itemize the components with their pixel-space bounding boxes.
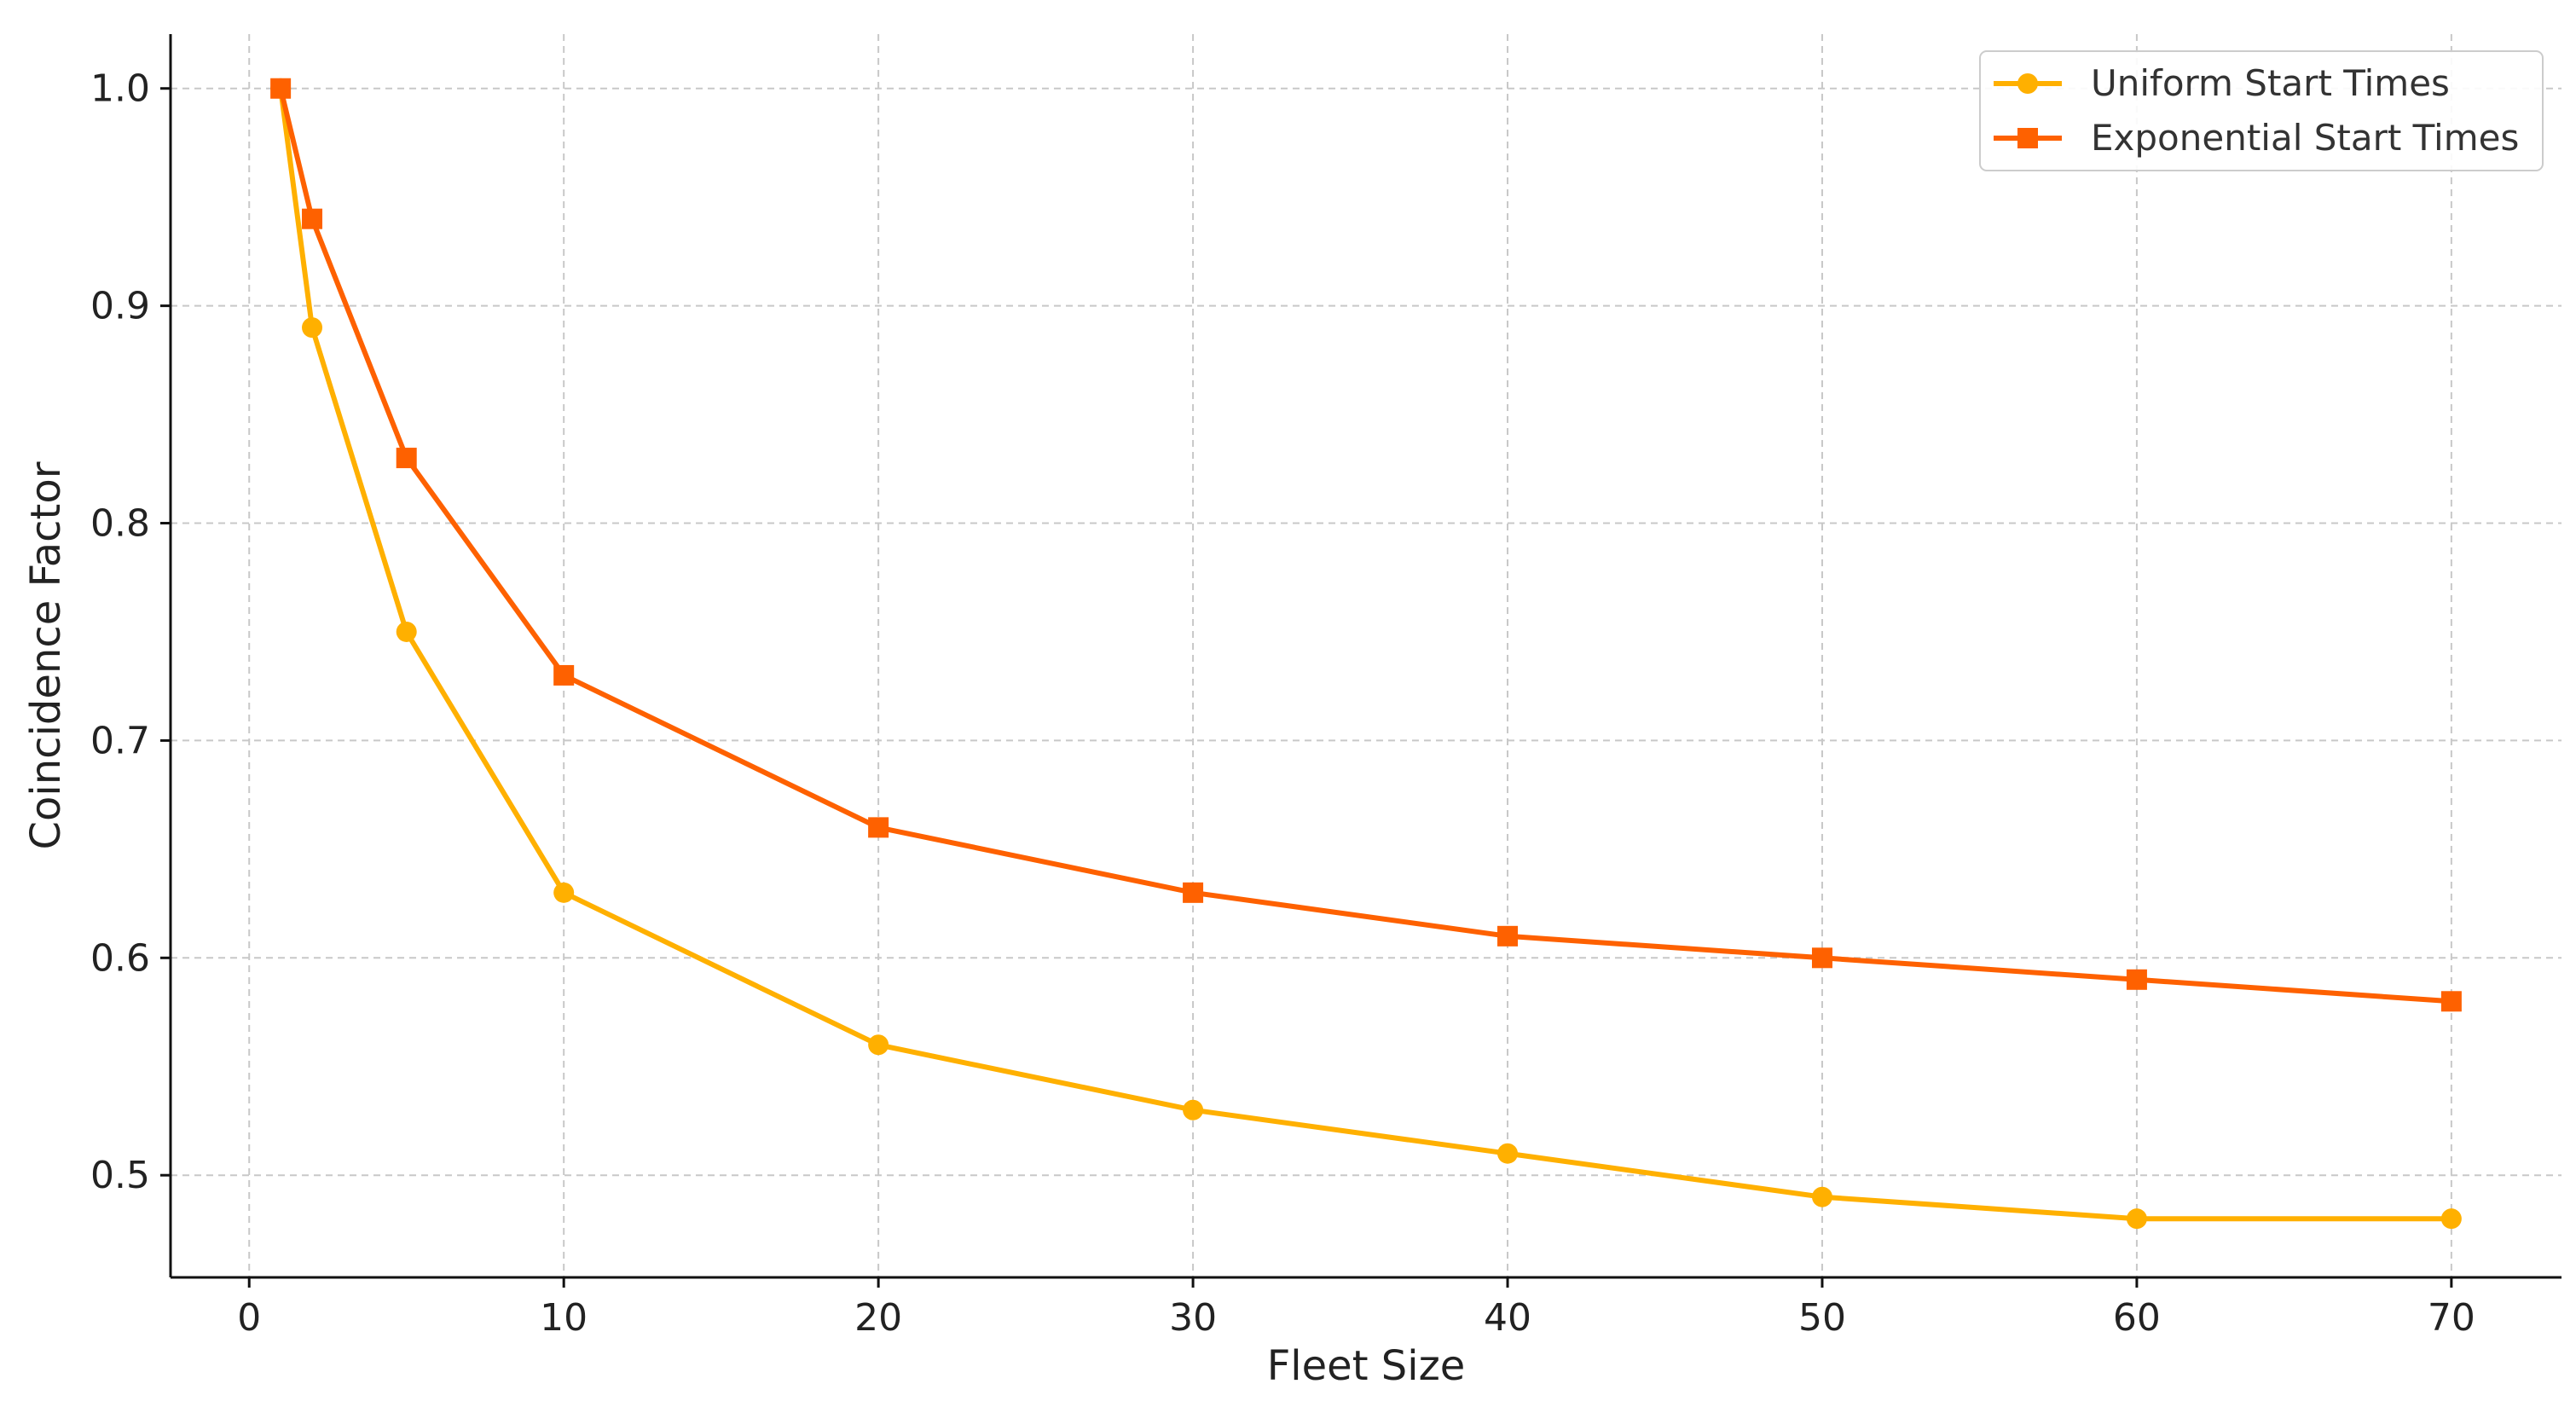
y-tick-label: 0.8 [90,502,150,546]
legend-marker [2017,128,2038,148]
x-tick-label: 30 [1169,1296,1217,1340]
x-tick-label: 50 [1798,1296,1846,1340]
data-point [1497,1143,1519,1164]
data-point [1183,1099,1204,1120]
axes [169,34,2562,1279]
data-point [2126,969,2147,990]
data-point [396,448,417,469]
series-line [278,87,2452,1005]
data-point [1497,925,1519,947]
y-axis-ticks: 0.5 0.6 0.7 0.8 0.9 1.0 [90,67,171,1197]
x-tick-label: 10 [540,1296,588,1340]
data-point [868,817,889,838]
y-tick-label: 0.6 [90,936,150,980]
y-axis-title: Coincidence Factor [22,461,70,849]
data-point [553,664,575,686]
data-point [1811,1186,1832,1207]
legend-box [1979,50,2544,171]
data-point [2440,991,2462,1012]
data-point [396,621,417,642]
data-point [1183,882,1204,903]
x-tick-label: 60 [2113,1296,2161,1340]
data-point [1811,947,1832,969]
x-axis-title: Fleet Size [1267,1342,1466,1390]
x-axis-ticks: 0 10 20 30 40 50 60 70 [237,1277,2475,1340]
legend-label: Exponential Start Times [2091,117,2519,159]
series-line [278,88,2452,1222]
data-point [553,882,575,903]
x-tick-label: 20 [854,1296,902,1340]
y-tick-label: 1.0 [90,67,150,111]
x-tick-label: 40 [1484,1296,1531,1340]
series-uniform [270,78,2462,1230]
y-tick-label: 0.9 [90,285,150,328]
legend-marker [2017,73,2038,94]
legend-item: Exponential Start Times [1994,117,2519,159]
legend-label: Uniform Start Times [2091,62,2450,104]
legend: Uniform Start Times Exponential Start Tim… [1979,50,2544,171]
x-tick-label: 0 [237,1296,261,1340]
y-tick-label: 0.7 [90,719,150,762]
y-tick-label: 0.5 [90,1154,150,1197]
series-layer [270,78,2462,1230]
grid [171,34,2562,1277]
data-point [2440,1208,2462,1230]
x-tick-label: 70 [2428,1296,2475,1340]
data-point [2126,1208,2147,1230]
legend-item: Uniform Start Times [1994,62,2450,104]
data-point [868,1034,889,1056]
data-point [302,208,323,229]
data-point [270,78,292,99]
series-exponential [270,78,2462,1012]
data-point [302,317,323,339]
